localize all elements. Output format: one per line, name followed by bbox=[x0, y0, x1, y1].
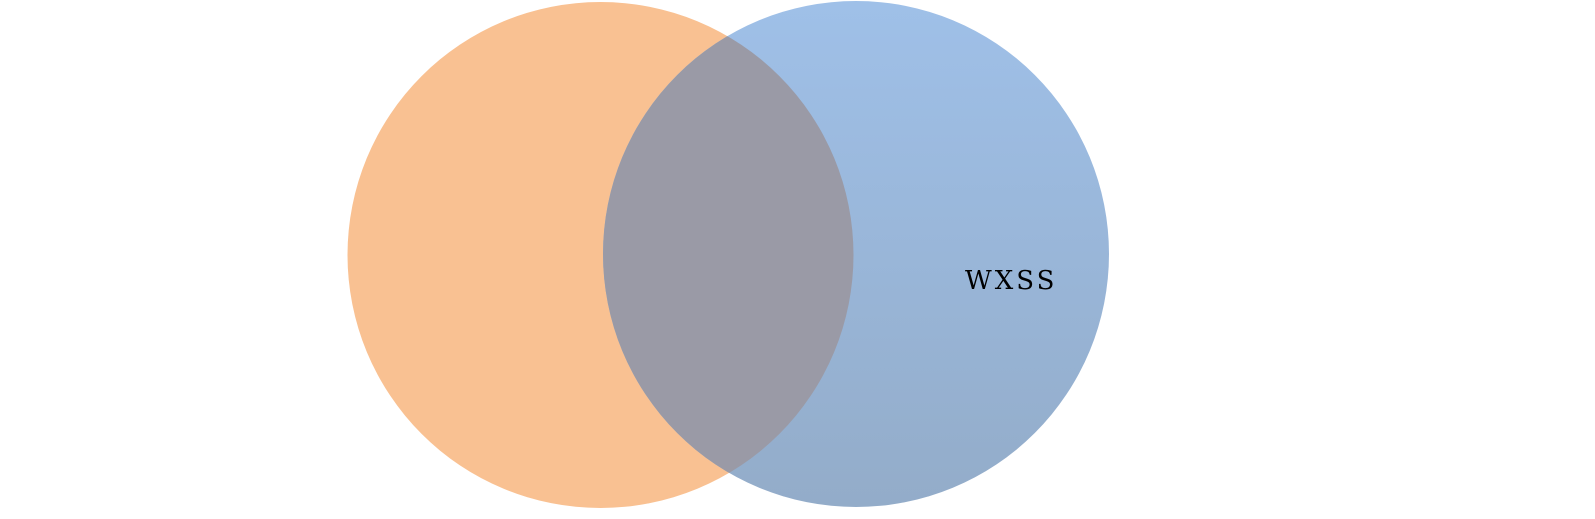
venn-overlap-region bbox=[603, 2, 854, 507]
venn-label-right: WXSS bbox=[965, 266, 1057, 296]
